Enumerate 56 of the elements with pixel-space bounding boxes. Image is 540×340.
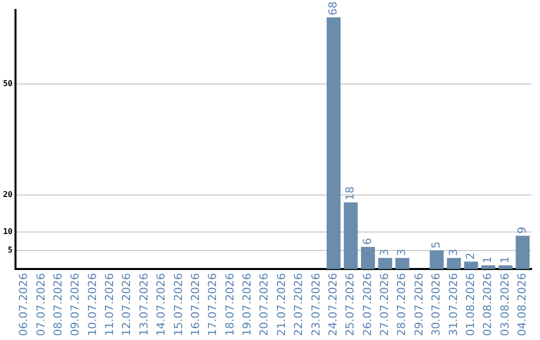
bar bbox=[498, 265, 512, 270]
data-label: 3 bbox=[378, 248, 392, 256]
data-label: 68 bbox=[326, 1, 340, 16]
x-tick-label: 11.07.2026 bbox=[103, 273, 116, 336]
data-label: 6 bbox=[360, 238, 374, 245]
x-tick-label: 28.07.2026 bbox=[395, 273, 408, 336]
x-tick-label: 09.07.2026 bbox=[68, 273, 82, 336]
data-label: 1 bbox=[481, 256, 494, 264]
bar bbox=[516, 236, 530, 270]
x-tick-label: 15.07.2026 bbox=[172, 273, 185, 336]
data-label: 18 bbox=[344, 186, 357, 200]
bar bbox=[430, 250, 444, 270]
bar bbox=[395, 258, 410, 270]
y-tick-label: 50 bbox=[2, 79, 13, 88]
y-tick-label: 10 bbox=[2, 227, 13, 236]
x-tick-label: 10.07.2026 bbox=[86, 273, 99, 336]
x-tick-label: 19.07.2026 bbox=[240, 273, 254, 336]
x-tick-label: 25.07.2026 bbox=[344, 273, 357, 336]
x-tick-label: 16.07.2026 bbox=[188, 273, 202, 336]
bar bbox=[378, 258, 392, 270]
data-label: 5 bbox=[430, 242, 443, 249]
x-tick-label: 30.07.2026 bbox=[430, 273, 443, 336]
bar bbox=[344, 202, 358, 270]
x-tick-label: 06.07.2026 bbox=[17, 273, 30, 336]
x-tick-label: 31.07.2026 bbox=[446, 273, 460, 336]
x-tick-label: 08.07.2026 bbox=[51, 273, 64, 336]
x-tick-label: 29.07.2026 bbox=[412, 273, 426, 336]
x-tick-label: 07.07.2026 bbox=[34, 273, 48, 336]
x-tick-label: 12.07.2026 bbox=[120, 273, 134, 336]
x-tick-label: 18.07.2026 bbox=[223, 273, 236, 336]
bar bbox=[481, 265, 496, 270]
x-tick-label: 14.07.2026 bbox=[154, 273, 168, 336]
data-label: 3 bbox=[395, 248, 408, 256]
data-label: 1 bbox=[498, 256, 512, 264]
x-tick-label: 24.07.2026 bbox=[326, 273, 340, 336]
x-tick-label: 26.07.2026 bbox=[360, 273, 374, 336]
x-tick-label: 21.07.2026 bbox=[274, 273, 288, 336]
x-tick-label: 20.07.2026 bbox=[258, 273, 271, 336]
x-tick-label: 17.07.2026 bbox=[206, 273, 220, 336]
y-tick-label: 20 bbox=[2, 190, 13, 200]
data-label: 9 bbox=[516, 226, 529, 234]
x-tick-label: 23.07.2026 bbox=[309, 273, 322, 336]
bar bbox=[446, 258, 461, 270]
bar bbox=[326, 17, 341, 270]
x-tick-label: 13.07.2026 bbox=[137, 273, 150, 336]
x-tick-label: 22.07.2026 bbox=[292, 273, 306, 336]
x-tick-label: 04.08.2026 bbox=[516, 273, 529, 336]
bar bbox=[464, 262, 478, 270]
bar bbox=[361, 246, 375, 270]
x-tick-label: 03.08.2026 bbox=[498, 273, 512, 336]
x-tick-label: 02.08.2026 bbox=[481, 273, 494, 336]
data-label: 3 bbox=[446, 248, 460, 256]
x-tick-label: 27.07.2026 bbox=[378, 273, 392, 336]
data-label: 2 bbox=[464, 252, 477, 260]
y-tick-label: 5 bbox=[8, 246, 13, 255]
x-tick-label: 01.08.2026 bbox=[464, 273, 477, 336]
